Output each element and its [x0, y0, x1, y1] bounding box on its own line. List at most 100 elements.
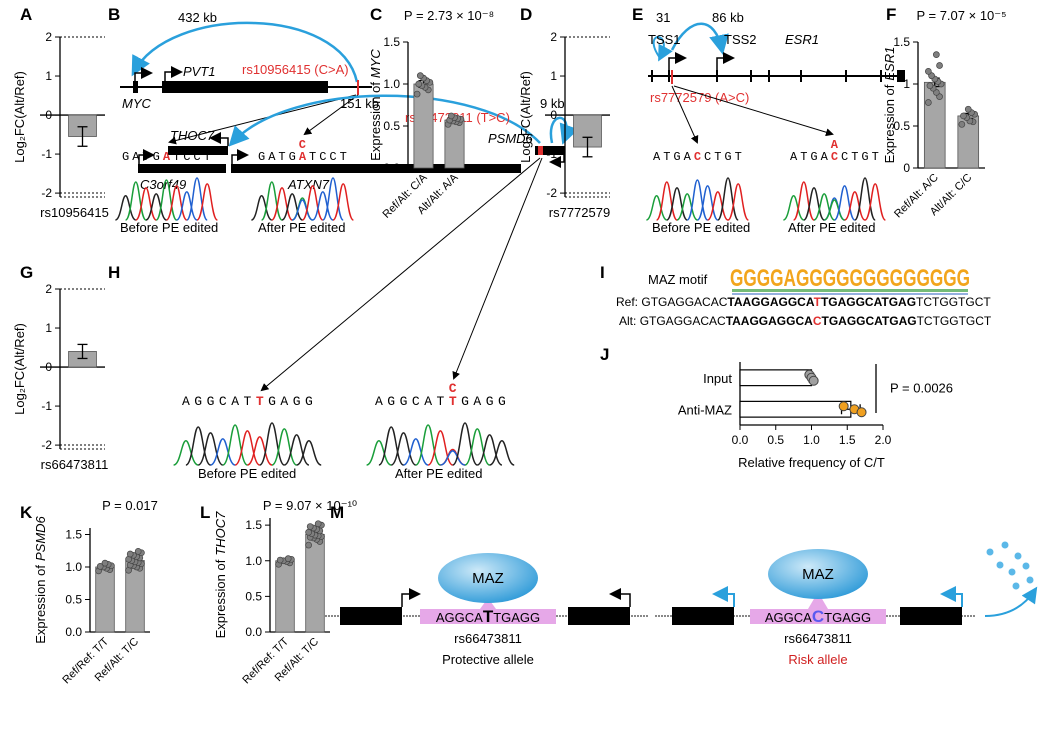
- sequence-part: GATG: [258, 150, 299, 164]
- snp-base: A: [163, 150, 173, 164]
- y-axis-label: Log₂FC(Alt/Ref): [518, 71, 533, 163]
- snp-base: T: [449, 394, 461, 409]
- chromatogram-peak: [222, 424, 248, 466]
- data-point: [936, 62, 943, 69]
- caption: After PE edited: [788, 220, 875, 235]
- y-axis-label-text: Expression of: [33, 565, 48, 644]
- category-label: Anti-MAZ: [678, 402, 732, 417]
- chromatogram-peak: [844, 191, 866, 221]
- y-tick-label: 0: [903, 161, 910, 175]
- alt-base: C: [299, 138, 306, 152]
- bar: [95, 566, 115, 633]
- bar: [275, 560, 295, 633]
- chromatogram-peak: [646, 195, 668, 221]
- gene-block: [340, 607, 402, 625]
- seq-part: TGAGG: [493, 610, 540, 625]
- snp-label: rs10956415 (C>A): [242, 62, 349, 77]
- snp-base: T: [483, 607, 494, 626]
- chromatogram-peak: [312, 191, 334, 221]
- chromatogram-peak: [864, 183, 887, 221]
- chromatogram-peak: [271, 428, 298, 466]
- sequence-part: AGGCAT: [182, 394, 256, 409]
- sequence-part: GAGG: [461, 394, 510, 409]
- data-point: [856, 407, 867, 418]
- panel-m: M MAZ AGGCATTGAGG rs66473811 Protective …: [325, 503, 1038, 667]
- chromatogram-peak: [115, 195, 137, 221]
- distance: 31: [656, 10, 670, 25]
- y-tick-label: 1.5: [65, 528, 82, 542]
- snp-base: C: [813, 314, 822, 328]
- tss-arrow: [401, 588, 421, 607]
- gene-block: [568, 607, 630, 625]
- y-tick-label: 2: [45, 282, 52, 296]
- gene-block: [900, 607, 962, 625]
- loop-arc: [670, 22, 729, 55]
- site-sequence: AGGCACTGAGG: [765, 607, 871, 626]
- chromatogram-peak: [271, 187, 293, 221]
- tss-arrow: [164, 66, 183, 81]
- pointer: [452, 157, 543, 380]
- panel-label: K: [20, 503, 33, 522]
- chromatogram-peak: [717, 177, 739, 221]
- chromatogram-peak: [415, 424, 441, 466]
- caption: Before PE edited: [120, 220, 218, 235]
- contact: [808, 592, 828, 609]
- caption: After PE edited: [395, 466, 482, 481]
- category-label: Input: [703, 371, 732, 386]
- motif-name: MAZ motif: [648, 272, 708, 287]
- y-axis-label: Log₂FC(Alt/Ref): [12, 323, 27, 415]
- core: TGAGGCATGAG: [821, 295, 916, 309]
- chromatogram-peak: [476, 434, 503, 466]
- chromatogram-peak: [390, 432, 417, 466]
- category-label: rs7772579: [549, 205, 610, 220]
- snp-base: C: [694, 150, 704, 164]
- data-point: [413, 90, 421, 98]
- sequence: AGGCATTGAGG: [182, 394, 317, 409]
- y-tick-label: 0.0: [65, 625, 82, 639]
- gene-name: ESR1: [785, 32, 819, 47]
- panel-label: H: [108, 263, 120, 282]
- y-axis-label-text: Expression of: [368, 82, 383, 161]
- data-point: [126, 550, 134, 558]
- data-point: [416, 72, 424, 79]
- pointer: [303, 94, 359, 136]
- chromatogram: [366, 422, 515, 466]
- y-axis-label-text: Log₂FC(Alt/Ref): [518, 71, 533, 163]
- binding-site: [420, 609, 556, 624]
- logo-minor: [732, 289, 968, 295]
- core: TAAGGAGGCA: [727, 295, 814, 309]
- transcripts: [986, 541, 1034, 590]
- chromatogram-peak: [234, 430, 261, 466]
- y-tick-label: 2: [550, 30, 557, 44]
- panel-label: B: [108, 5, 120, 24]
- data-point: [101, 559, 109, 567]
- x-tick-label: 0.5: [767, 433, 784, 447]
- data-point: [960, 112, 967, 120]
- caption: After PE edited: [258, 220, 345, 235]
- maz-protein: [438, 553, 538, 603]
- sequence: GATGATCCT: [258, 150, 350, 164]
- row-name: Ref:: [616, 295, 638, 309]
- chromatogram: [251, 177, 355, 221]
- category-label: rs10956415: [40, 205, 109, 220]
- flank: TCTGGTGCT: [916, 295, 991, 309]
- y-axis-label-gene: MYC: [368, 49, 383, 79]
- panel-e: E 31 86 kb TSS1 TSS2 ESR1 rs7772579 (A>C…: [632, 5, 905, 235]
- pointer: [671, 85, 699, 144]
- y-axis-label: Expression of PSMD6: [33, 515, 48, 643]
- sequence-part: TCCT: [173, 150, 214, 164]
- sequence-part: GAGG: [268, 394, 317, 409]
- p-value: P = 0.0026: [890, 381, 953, 396]
- chromatogram-peak: [247, 436, 273, 466]
- distance: 151 kb: [340, 96, 379, 111]
- alt-base: C: [449, 381, 457, 396]
- data-point: [305, 541, 312, 549]
- y-tick-label: 0.0: [245, 625, 262, 639]
- exon: [138, 164, 226, 173]
- y-tick-label: 1: [45, 321, 52, 335]
- chromatogram-peak: [260, 181, 283, 221]
- exon: [231, 164, 521, 173]
- loop-arc: [131, 21, 359, 83]
- loop-arc: [652, 36, 673, 62]
